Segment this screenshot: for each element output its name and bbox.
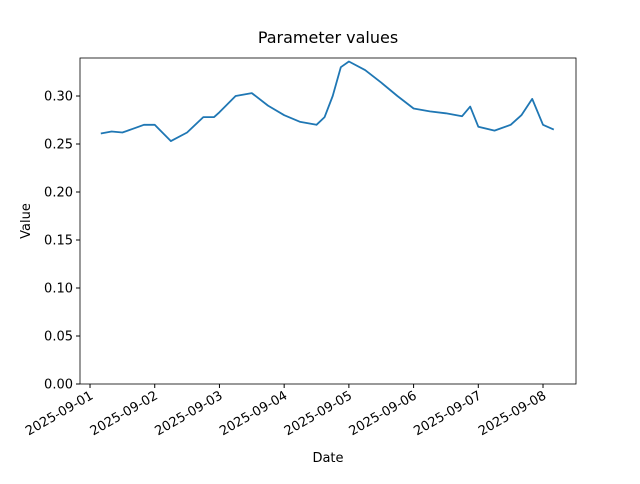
- x-tick-label: 2025-09-08: [476, 388, 549, 439]
- y-tick-label: 0.10: [44, 282, 73, 297]
- x-tick-label: 2025-09-04: [217, 388, 290, 439]
- y-tick-label: 0.05: [44, 330, 73, 345]
- y-tick-label: 0.00: [44, 378, 73, 393]
- y-tick-label: 0.25: [44, 138, 73, 153]
- y-tick-label: 0.15: [44, 234, 73, 249]
- x-tick-label: 2025-09-03: [153, 388, 226, 439]
- x-tick-label: 2025-09-05: [282, 388, 355, 439]
- x-tick-label: 2025-09-02: [88, 388, 161, 439]
- x-tick-label: 2025-09-06: [347, 388, 420, 439]
- x-axis-label: Date: [312, 451, 343, 466]
- y-tick-label: 0.30: [44, 90, 73, 105]
- data-line: [100, 60, 555, 142]
- x-tick-label: 2025-09-07: [411, 388, 484, 439]
- y-tick-label: 0.20: [44, 186, 73, 201]
- y-axis-label: Value: [19, 203, 34, 239]
- x-tick-label: 2025-09-01: [23, 388, 96, 439]
- chart-title: Parameter values: [258, 28, 398, 47]
- plot-frame: [79, 57, 577, 385]
